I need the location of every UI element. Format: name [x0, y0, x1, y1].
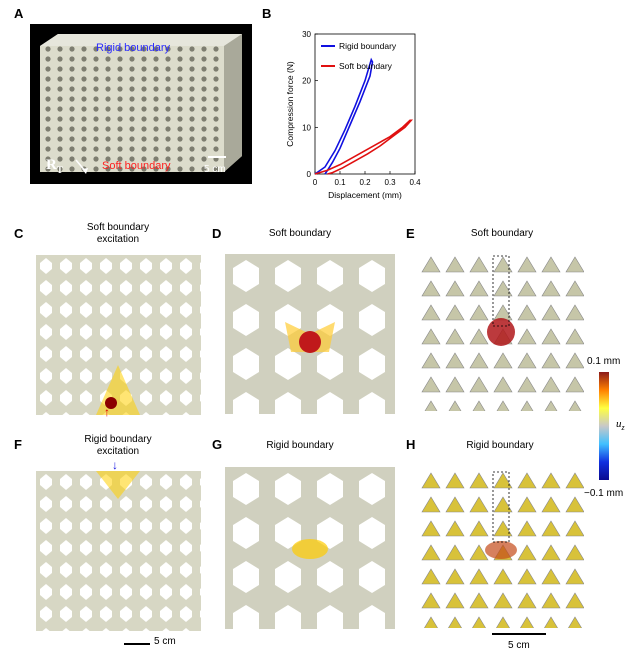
scale-bar-right	[492, 633, 546, 635]
colorbar-max-label: 0.1 mm	[587, 356, 621, 367]
soft-boundary-label: Soft boundary	[102, 160, 171, 172]
mesh-e	[419, 254, 584, 411]
y-tick-label: 10	[302, 123, 311, 132]
mesh-pattern-h	[419, 470, 584, 628]
x-axis-label: Displacement (mm)	[328, 190, 402, 200]
rt-arrow-icon	[74, 158, 90, 181]
mesh-pattern-e	[419, 254, 584, 411]
rigid-boundary-label: Rigid boundary	[96, 42, 170, 54]
lattice-d	[225, 254, 395, 414]
lattice-pattern-f	[36, 471, 201, 631]
chart-b: 0 0.1 0.2 0.3 0.4 0 10 20 30 Displacement (mm) Com…	[285, 30, 421, 200]
scale-label-left: 5 cm	[154, 636, 176, 647]
excitation-arrow-down-icon: ↓	[112, 458, 118, 472]
lattice-g	[225, 467, 395, 629]
scale-label-a: 5 cm	[204, 164, 226, 175]
colorbar	[599, 372, 609, 480]
panel-label-h: H	[406, 437, 416, 452]
series-line-1	[314, 119, 414, 175]
x-tick-label: 0.1	[334, 178, 346, 187]
panel-label-a: A	[14, 6, 24, 21]
excitation-arrow-icon: ↑	[104, 405, 110, 419]
lattice-c: ↑	[36, 255, 201, 419]
legend-label-0: Rigid boundary	[339, 41, 397, 51]
mesh-h	[419, 470, 584, 628]
panel-label-g: G	[212, 437, 223, 452]
panel-title-f: Rigid boundary excitation	[84, 434, 152, 457]
x-tick-label: 0.4	[409, 178, 421, 187]
scale-label-right: 5 cm	[508, 640, 530, 651]
legend-label-1: Soft boundary	[339, 61, 393, 71]
y-tick-label: 30	[302, 30, 311, 39]
panel-title-h: Rigid boundary	[466, 440, 534, 451]
lattice-pattern-d	[225, 254, 395, 414]
panel-title-g: Rigid boundary	[266, 440, 334, 451]
lattice-block-photo	[40, 34, 242, 172]
x-tick-label: 0	[313, 178, 318, 187]
panel-label-c: C	[14, 226, 24, 241]
series-line-0	[314, 57, 374, 175]
colorbar-min-label: −0.1 mm	[584, 488, 624, 499]
colorbar-symbol: uz	[616, 418, 625, 433]
panel-label-b: B	[262, 6, 272, 21]
lattice-f	[36, 471, 201, 631]
scale-bar-left	[124, 643, 150, 645]
rt-label: RT	[46, 157, 63, 175]
panel-title-c: Soft boundary excitation	[86, 222, 150, 245]
y-axis-label: Compression force (N)	[285, 61, 295, 147]
x-tick-label: 0.3	[384, 178, 396, 187]
panel-label-e: E	[406, 226, 415, 241]
lattice-pattern-c	[36, 255, 201, 415]
panel-label-f: F	[14, 437, 22, 452]
panel-label-d: D	[212, 226, 222, 241]
photo-panel-a: Rigid boundary Soft boundary RT 5 cm	[30, 24, 252, 184]
panel-title-d: Soft boundary	[268, 228, 332, 239]
y-tick-label: 20	[302, 77, 311, 86]
y-tick-label: 0	[307, 170, 312, 179]
panel-title-e: Soft boundary	[470, 228, 534, 239]
scale-bar-a	[208, 156, 226, 158]
plot-frame	[314, 33, 416, 175]
lattice-pattern-g	[225, 467, 395, 629]
x-tick-label: 0.2	[359, 178, 371, 187]
